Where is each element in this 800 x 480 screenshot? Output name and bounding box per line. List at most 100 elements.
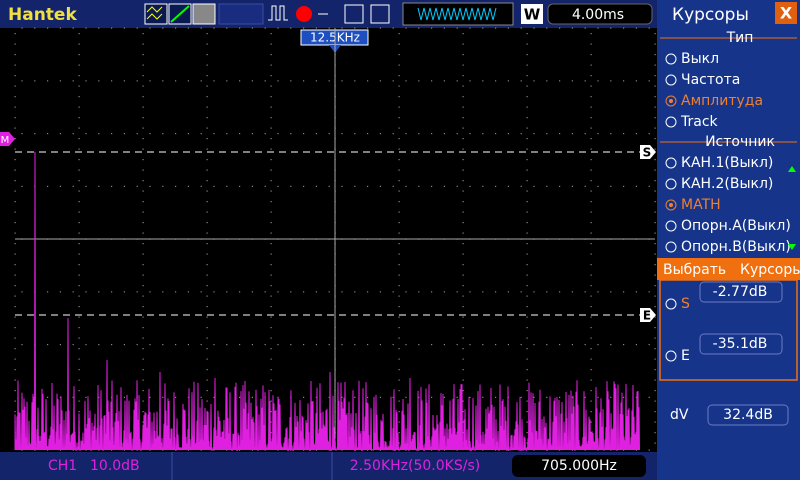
grid-dot [142,232,144,234]
cursor-marker [640,145,656,159]
frequency: 705.000Hz [541,458,617,474]
grid-dot [392,185,394,187]
grid-dot [392,291,394,293]
grid-dot [341,27,343,29]
grid-dot [469,133,471,135]
grid-dot [290,185,292,187]
radio[interactable] [665,157,677,169]
option[interactable]: Частота [681,72,740,88]
radio[interactable] [665,220,677,232]
icon [370,4,390,24]
grid-dot [78,201,80,203]
grid-dot [462,285,464,287]
radio[interactable] [665,116,677,128]
grid-dot [14,54,16,56]
grid-dot [175,27,177,29]
grid-dot [14,211,16,213]
grid-dot [136,133,138,135]
grid-dot [526,169,528,171]
select-value[interactable]: Курсоры [740,262,800,278]
grid-dot [239,133,241,135]
grid-dot [571,80,573,82]
grid-dot [462,85,464,87]
radio[interactable] [665,74,677,86]
grid-dot [610,185,612,187]
close-icon[interactable]: X [780,4,793,23]
grid-dot [187,27,189,29]
grid-dot [206,148,208,150]
grid-dot [520,133,522,135]
grid-dot [78,180,80,182]
select-bar[interactable] [657,258,800,280]
grid-dot [654,390,656,392]
grid-dot [654,253,656,255]
grid-dot [398,85,400,87]
grid-dot [206,274,208,276]
icon [344,4,364,24]
grid-dot [354,185,356,187]
radio[interactable] [665,95,677,107]
grid-dot [590,400,592,402]
radio[interactable] [665,298,677,310]
option[interactable]: КАН.1(Выкл) [681,155,773,171]
grid-dot [14,369,16,371]
radio-dot[interactable] [669,203,673,207]
grid-dot [277,449,279,451]
grid-dot [251,449,253,451]
grid-dot [14,337,16,339]
option[interactable]: Опорн.В(Выкл) [681,239,791,255]
grid-dot [270,201,272,203]
option[interactable]: Выкл [681,51,719,67]
grid-dot [533,291,535,293]
grid-dot [456,396,458,398]
readout-label: dV [670,407,689,423]
close-button[interactable] [775,2,797,24]
option[interactable]: КАН.2(Выкл) [681,176,773,192]
radio[interactable] [665,350,677,362]
radio[interactable] [665,53,677,65]
grid-dot [200,185,202,187]
radio[interactable] [665,241,677,253]
grid-dot [462,295,464,297]
radio[interactable] [665,199,677,211]
option[interactable]: Track [680,114,719,130]
grid-dot [142,390,144,392]
grid-dot [303,396,305,398]
grid-dot [654,442,656,444]
grid-dot [142,222,144,224]
grid-dot [654,243,656,245]
grid-dot [648,396,650,398]
grid-dot [213,291,215,293]
grid-dot [78,390,80,392]
radio-dot[interactable] [669,99,673,103]
grid-dot [597,80,599,82]
select-label[interactable]: Выбрать [663,262,726,278]
grid-dot [533,27,535,29]
grid-dot [341,396,343,398]
grid-dot [270,400,272,402]
grid-dot [398,400,400,402]
grid-dot [162,27,164,29]
grid-dot [654,306,656,308]
grid-dot [462,96,464,98]
option[interactable]: Опорн.А(Выкл) [681,218,791,234]
grid-dot [200,27,202,29]
grid-dot [206,285,208,287]
grid-dot [367,396,369,398]
grid-dot [462,306,464,308]
radio[interactable] [665,178,677,190]
grid-dot [78,85,80,87]
grid-dot [507,344,509,346]
grid-dot [142,295,144,297]
grid-dot [315,80,317,82]
grid-dot [571,27,573,29]
option[interactable]: MATH [681,197,721,213]
grid-dot [431,80,433,82]
grid-dot [526,316,528,318]
option[interactable]: Амплитуда [681,93,763,109]
grid-dot [654,295,656,297]
grid-dot [392,133,394,135]
grid-dot [85,344,87,346]
grid-dot [590,243,592,245]
grid-dot [654,400,656,402]
